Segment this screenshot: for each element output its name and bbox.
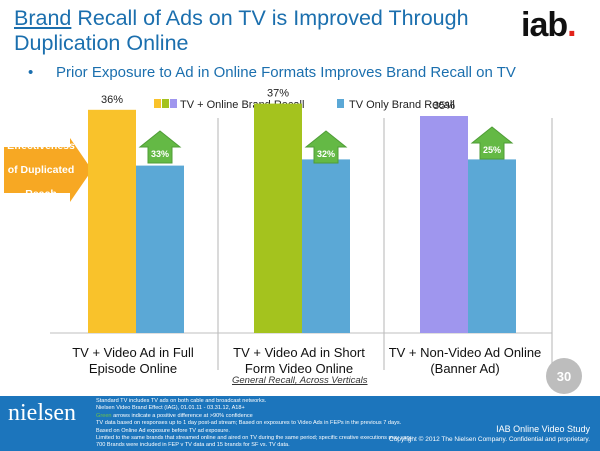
bar-online: [254, 103, 302, 333]
effectiveness-label-line1: Effectiveness: [7, 140, 75, 152]
legend-swatch-online: [170, 99, 177, 108]
lift-arrow: [470, 126, 514, 160]
footnote: Based on Online Ad exposure before TV ad…: [96, 427, 230, 434]
lift-label: 32%: [317, 149, 335, 159]
effectiveness-arrow-shape: [4, 138, 92, 202]
bar-tv-only: [302, 159, 350, 333]
legend-swatch-online: [154, 99, 161, 108]
copyright: Copyright © 2012 The Nielsen Company. Co…: [389, 436, 590, 443]
effectiveness-label: Effectiveness of Duplicated Reach: [6, 140, 80, 200]
footnote: Green arrows indicate a positive differe…: [96, 413, 496, 420]
effectiveness-label-line2: of Duplicated: [7, 164, 75, 176]
bar-online: [420, 116, 468, 333]
page-title: Brand Recall of Ads on TV is Improved Th…: [14, 6, 484, 56]
footnotes: Standard TV includes TV ads on both cabl…: [96, 398, 496, 450]
footnote-green-rest: arrows indicate a positive difference at…: [111, 412, 253, 419]
legend-label-tv-only: TV Only Brand Recall: [349, 99, 455, 111]
category-label: Form Video Online: [245, 361, 353, 376]
data-label-online: 35%: [433, 100, 455, 112]
category-label: TV + Non-Video Ad Online: [389, 345, 542, 360]
category-label: Episode Online: [89, 361, 177, 376]
logo-dot: .: [567, 6, 577, 44]
category-label: TV + Video Ad in Full: [72, 345, 194, 360]
subtitle: • Prior Exposure to Ad in Online Formats …: [28, 64, 588, 81]
logo-text: iab: [521, 6, 568, 44]
page-number-badge: 30: [546, 358, 582, 394]
legend-swatch-tv-only: [337, 99, 344, 108]
category-label: TV + Video Ad in Short: [233, 345, 365, 360]
effectiveness-label-line3: Reach: [25, 188, 57, 200]
bar-tv-only: [136, 165, 184, 333]
iab-logo: iab.: [521, 6, 577, 45]
footnote: Limited to the same brands that streamed…: [96, 435, 413, 442]
lift-arrow: [304, 130, 348, 164]
footnote: TV data based on responses up to 1 day p…: [96, 420, 402, 427]
recall-note: General Recall, Across Verticals: [232, 375, 368, 386]
lift-arrow: [138, 130, 182, 164]
data-label-online: 36%: [101, 94, 123, 106]
title-brand-word: Brand: [14, 6, 72, 30]
bar-chart: TV + Online Brand Recall TV Only Brand Re…: [4, 88, 553, 376]
subtitle-text: Prior Exposure to Ad in Online Formats I…: [56, 64, 516, 81]
footnote: Standard TV includes TV ads on both cabl…: [96, 398, 267, 404]
data-label-online: 37%: [267, 88, 289, 100]
footer-bar: nielsen Standard TV includes TV ads on b…: [0, 396, 600, 451]
legend-swatch-online: [162, 99, 169, 108]
study-name: IAB Online Video Study: [496, 424, 590, 434]
bar-tv-only: [468, 159, 516, 333]
bullet-icon: •: [28, 64, 34, 81]
bar-online: [88, 109, 136, 333]
footnote-green-word: Green: [96, 412, 112, 419]
lift-label: 33%: [151, 149, 169, 159]
category-label: (Banner Ad): [430, 361, 499, 376]
footnote: Nielsen Video Brand Effect (IAG), 01.01.…: [96, 405, 245, 412]
lift-label: 25%: [483, 145, 501, 155]
footnote: 700 Brands were included in FEP v TV dat…: [96, 442, 290, 449]
nielsen-logo: nielsen: [8, 400, 76, 426]
title-rest: Recall of Ads on TV is Improved Through …: [14, 6, 469, 55]
